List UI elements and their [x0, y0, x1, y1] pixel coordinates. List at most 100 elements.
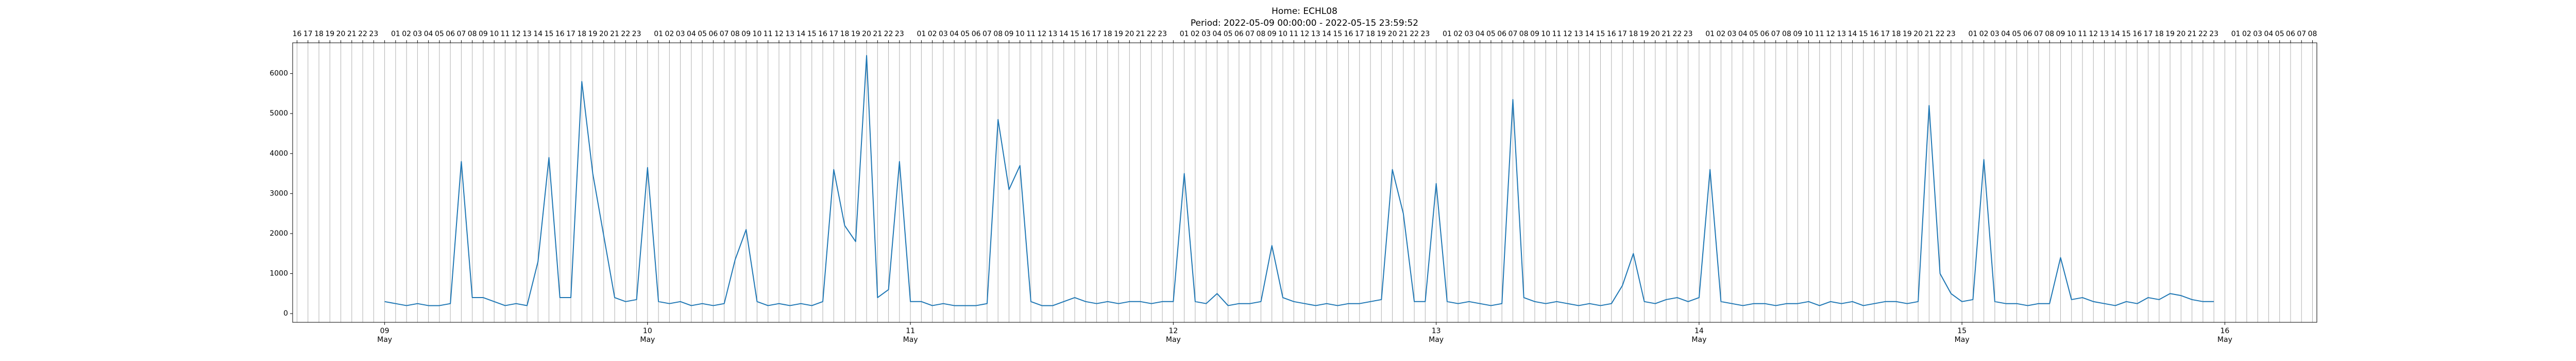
x2-tick-label: 23: [895, 30, 904, 38]
x2-tick-label: 17: [1880, 30, 1890, 38]
x2-tick-label: 12: [2089, 30, 2098, 38]
x2-tick-label: 08: [468, 30, 477, 38]
x2-tick-label: 21: [1399, 30, 1408, 38]
x-tick-label: May: [2217, 336, 2232, 344]
x2-tick-label: 13: [1574, 30, 1583, 38]
x2-tick-label: 18: [1629, 30, 1638, 38]
x2-tick-label: 16: [1870, 30, 1879, 38]
x2-tick-label: 20: [599, 30, 608, 38]
x2-tick-label: 12: [1563, 30, 1572, 38]
x2-tick-label: 05: [698, 30, 707, 38]
x2-tick-label: 01: [1705, 30, 1715, 38]
x-tick-label: May: [377, 336, 392, 344]
x2-tick-label: 18: [1892, 30, 1901, 38]
x2-tick-label: 14: [1059, 30, 1069, 38]
x2-tick-label: 16: [818, 30, 827, 38]
x2-tick-label: 04: [950, 30, 959, 38]
y-tick-label: 1000: [269, 270, 288, 278]
x2-tick-label: 23: [1684, 30, 1693, 38]
x2-tick-label: 17: [2144, 30, 2153, 38]
x2-tick-label: 18: [577, 30, 586, 38]
x2-tick-label: 04: [1476, 30, 1485, 38]
x-tick-label: 13: [1432, 327, 1441, 335]
x2-tick-label: 04: [1738, 30, 1748, 38]
x2-tick-label: 03: [1201, 30, 1211, 38]
x2-tick-label: 03: [2253, 30, 2262, 38]
x2-tick-label: 14: [533, 30, 543, 38]
x2-tick-label: 12: [774, 30, 784, 38]
x2-tick-label: 15: [807, 30, 817, 38]
x2-tick-label: 15: [545, 30, 554, 38]
x-tick-label: May: [903, 336, 918, 344]
x2-tick-label: 04: [687, 30, 696, 38]
chart-subtitle: Period: 2022-05-09 00:00:00 - 2022-05-15…: [1191, 18, 1418, 28]
x2-tick-label: 14: [2111, 30, 2120, 38]
x2-tick-label: 21: [1924, 30, 1934, 38]
y-tick-label: 5000: [269, 109, 288, 118]
x2-tick-label: 01: [1443, 30, 1452, 38]
x2-tick-label: 02: [928, 30, 937, 38]
x2-tick-label: 08: [2308, 30, 2317, 38]
x2-tick-label: 09: [1267, 30, 1277, 38]
x2-tick-label: 11: [1289, 30, 1298, 38]
x2-tick-label: 13: [522, 30, 532, 38]
x2-tick-label: 22: [2198, 30, 2208, 38]
x2-tick-label: 09: [1793, 30, 1802, 38]
x2-tick-label: 11: [1552, 30, 1562, 38]
x2-tick-label: 14: [1322, 30, 1331, 38]
x2-tick-label: 23: [1946, 30, 1956, 38]
y-tick-label: 3000: [269, 189, 288, 198]
x2-tick-label: 22: [1147, 30, 1156, 38]
x-tick-label: 11: [906, 327, 915, 335]
x2-tick-label: 22: [884, 30, 893, 38]
x2-tick-label: 05: [1224, 30, 1233, 38]
x2-tick-label: 21: [610, 30, 619, 38]
x2-tick-label: 10: [1541, 30, 1550, 38]
x2-tick-label: 03: [413, 30, 422, 38]
x2-tick-label: 17: [1618, 30, 1627, 38]
x2-tick-label: 23: [2209, 30, 2218, 38]
x2-tick-label: 01: [391, 30, 400, 38]
x2-tick-label: 10: [1015, 30, 1025, 38]
x2-tick-label: 23: [1158, 30, 1167, 38]
x2-tick-label: 07: [2034, 30, 2043, 38]
x2-tick-label: 10: [1278, 30, 1287, 38]
x2-tick-label: 23: [369, 30, 378, 38]
chart-title: Home: ECHL08: [1272, 6, 1337, 17]
x2-tick-label: 06: [2286, 30, 2295, 38]
x2-tick-label: 20: [1125, 30, 1134, 38]
x2-tick-label: 21: [2188, 30, 2197, 38]
x2-tick-label: 02: [402, 30, 411, 38]
x2-tick-label: 11: [1815, 30, 1824, 38]
x2-tick-label: 05: [435, 30, 444, 38]
x2-tick-label: 01: [1180, 30, 1189, 38]
x2-tick-label: 11: [501, 30, 510, 38]
x2-tick-label: 09: [2056, 30, 2065, 38]
x2-tick-label: 02: [1453, 30, 1463, 38]
data-line: [384, 55, 2214, 306]
x2-tick-label: 17: [566, 30, 575, 38]
x2-tick-label: 15: [2122, 30, 2131, 38]
y-tick-label: 0: [283, 309, 288, 318]
y-tick-label: 6000: [269, 70, 288, 78]
x2-tick-label: 09: [479, 30, 488, 38]
x2-tick-label: 13: [1311, 30, 1320, 38]
x2-tick-label: 12: [1300, 30, 1310, 38]
x2-tick-label: 17: [829, 30, 838, 38]
x2-tick-label: 09: [1005, 30, 1014, 38]
x2-tick-label: 15: [1333, 30, 1342, 38]
x2-tick-label: 18: [1103, 30, 1112, 38]
x2-tick-label: 02: [1716, 30, 1725, 38]
x2-tick-label: 01: [654, 30, 663, 38]
x2-tick-label: 13: [1837, 30, 1846, 38]
x2-tick-label: 06: [2023, 30, 2032, 38]
x2-tick-label: 10: [1804, 30, 1814, 38]
x2-tick-label: 23: [632, 30, 641, 38]
x2-tick-label: 07: [1771, 30, 1781, 38]
x2-tick-label: 19: [1903, 30, 1912, 38]
x2-tick-label: 16: [1344, 30, 1353, 38]
x2-tick-label: 18: [840, 30, 850, 38]
x2-tick-label: 06: [446, 30, 455, 38]
